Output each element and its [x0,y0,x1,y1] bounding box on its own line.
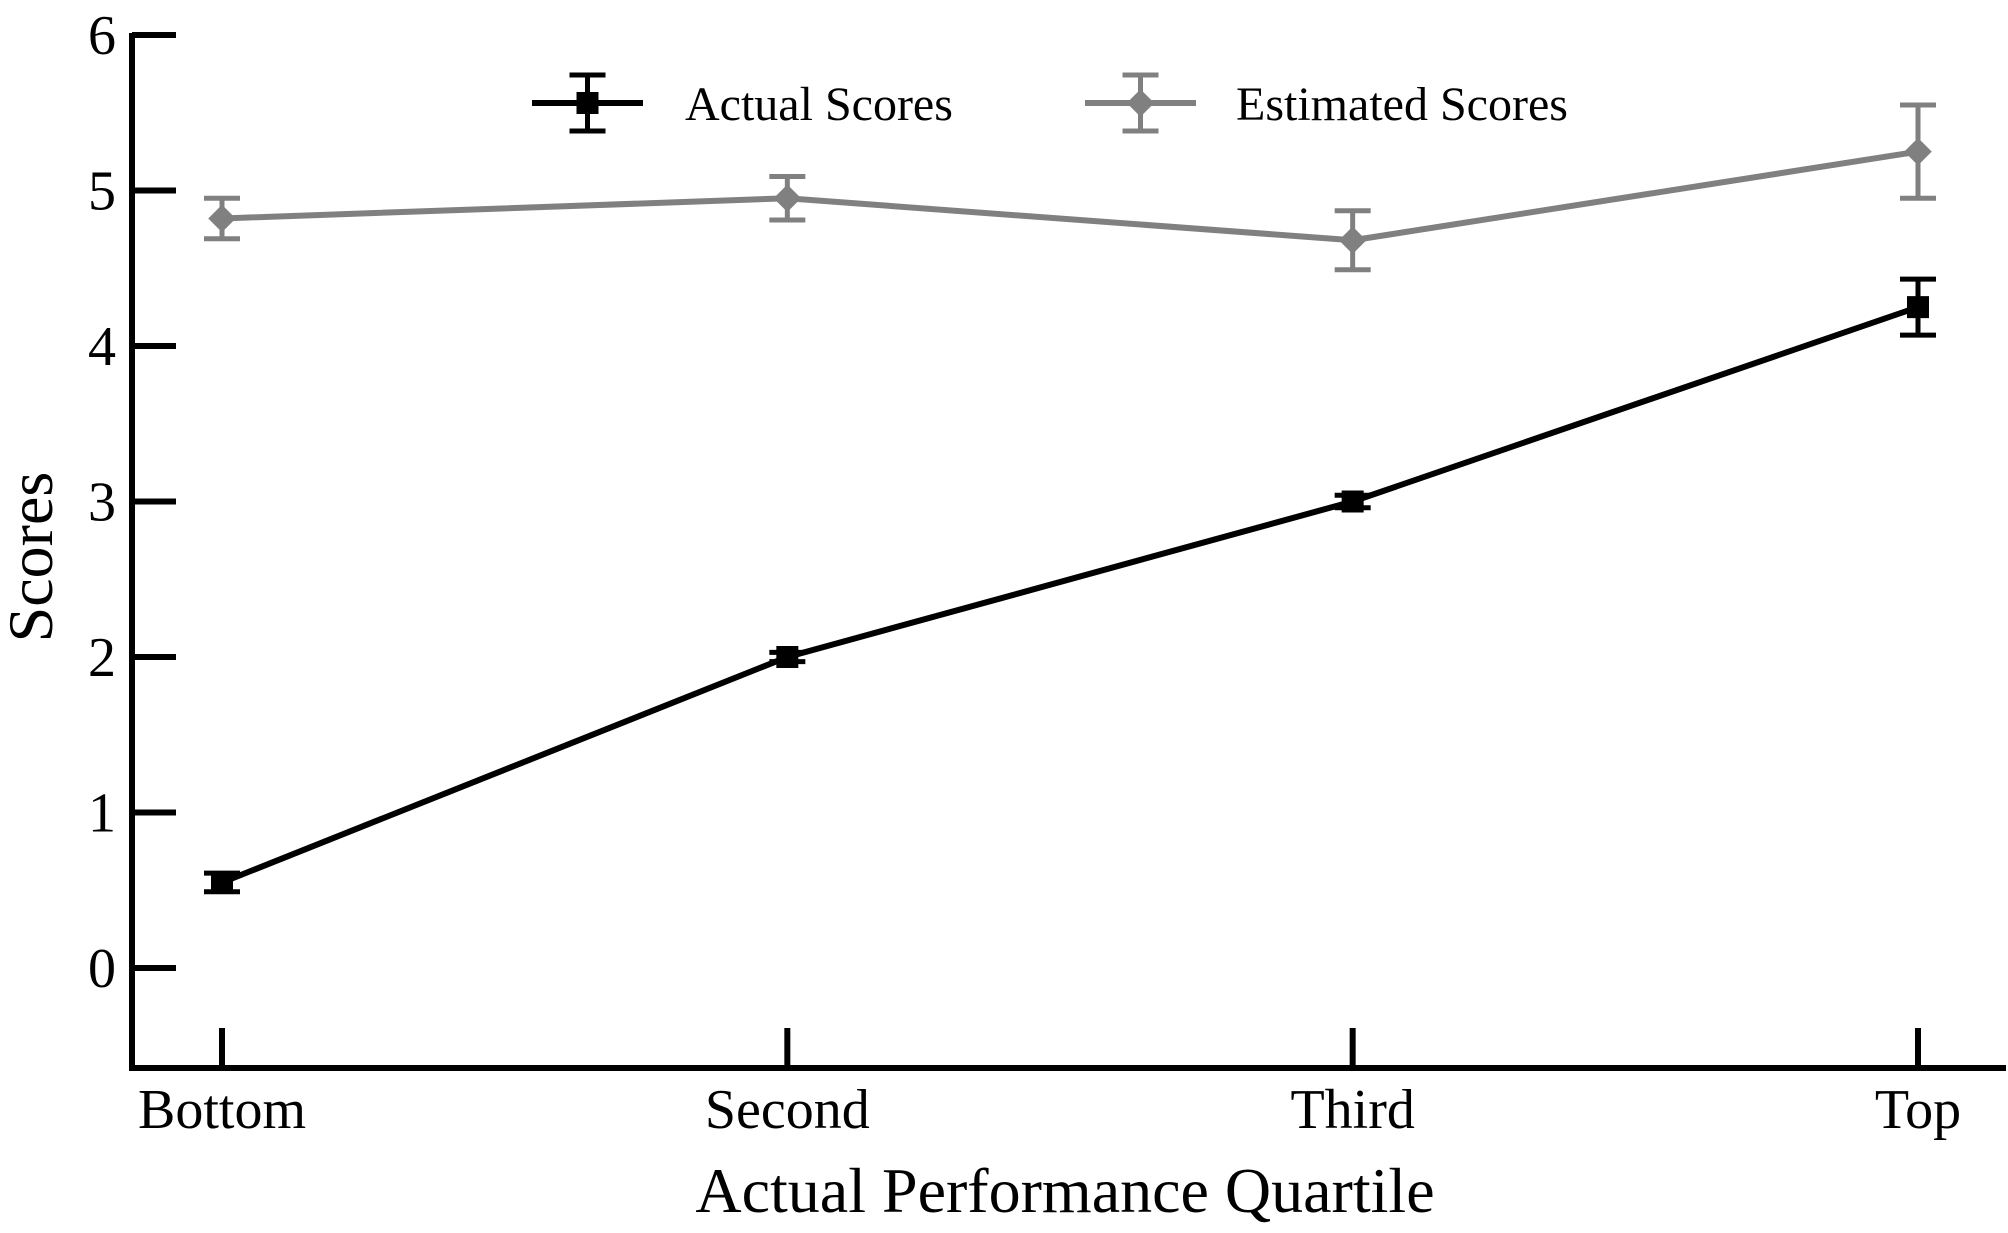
y-tick-label: 3 [88,472,116,534]
legend: Actual Scores Estimated Scores [532,72,1568,134]
legend-item: Actual Scores [532,72,953,134]
data-point [776,646,799,668]
legend-label: Actual Scores [685,78,953,131]
x-tick-label: Second [705,1079,870,1141]
x-tick-label: Third [1290,1079,1414,1141]
y-tick-label: 2 [88,627,116,689]
series [204,102,1936,895]
legend-marker [576,92,599,114]
axes [129,33,2006,1071]
y-tick-label: 4 [88,316,116,378]
data-point [1907,296,1929,319]
y-tick-label: 0 [88,938,116,1000]
x-axis-title: Actual Performance Quartile [695,1155,1434,1226]
x-tick-label: Bottom [138,1079,306,1141]
series-line [221,148,1919,244]
y-tick-label: 6 [88,5,116,67]
x-tick-label: Top [1875,1079,1961,1141]
y-tick-label: 1 [88,783,116,845]
series-line [220,304,1919,886]
data-point [1904,137,1932,166]
y-axis-title: Scores [0,472,66,643]
y-tick-label: 5 [88,161,116,223]
legend-marker [1126,89,1155,117]
data-point [1338,226,1367,255]
series-actual-scores [204,276,1936,895]
data-point [1341,490,1364,513]
ticks: 0 1 2 3 4 5 6 Bottom Second Third Top [88,5,1961,1141]
data-point [211,871,233,894]
legend-label: Estimated Scores [1236,78,1568,131]
data-point [208,204,236,233]
data-point [773,184,802,213]
legend-item: Estimated Scores [1085,72,1568,134]
series-estimated-scores [204,102,1936,273]
